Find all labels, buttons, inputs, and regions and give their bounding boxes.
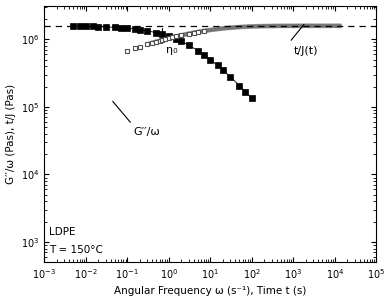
Text: t/J(t): t/J(t) [293,46,318,56]
Text: T = 150°C: T = 150°C [49,245,103,255]
Text: η₀: η₀ [166,45,178,55]
Text: G′′/ω: G′′/ω [133,127,160,137]
Text: LDPE: LDPE [49,226,76,236]
Y-axis label: G′′/ω (Pas), t/J (Pas): G′′/ω (Pas), t/J (Pas) [5,84,16,184]
X-axis label: Angular Frequency ω (s⁻¹), Time t (s): Angular Frequency ω (s⁻¹), Time t (s) [114,286,307,297]
